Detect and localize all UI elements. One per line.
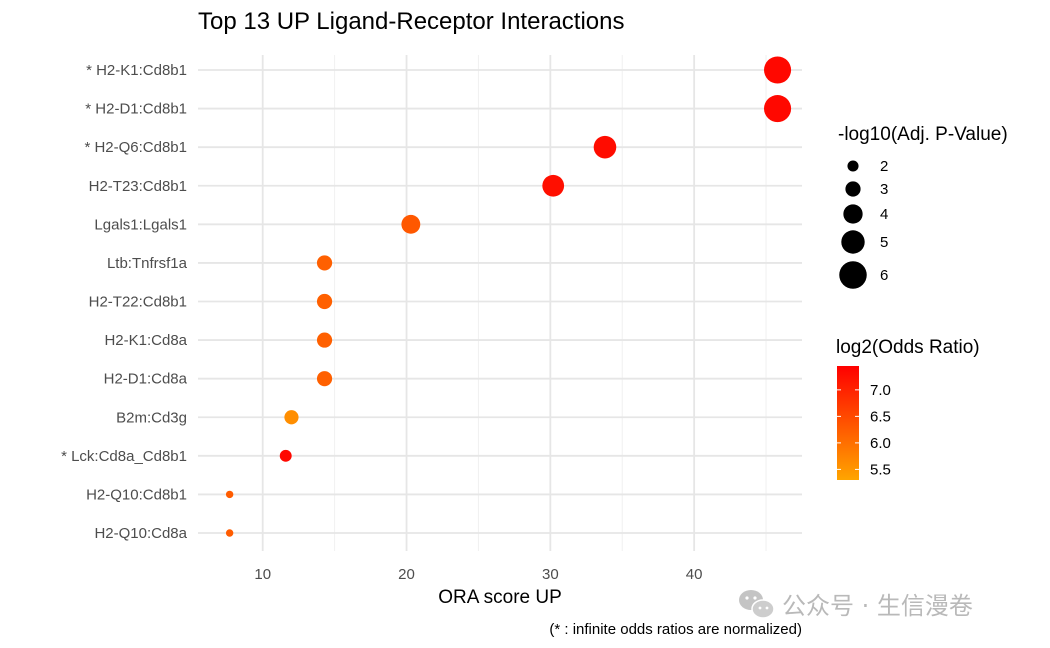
color-legend-title: log2(Odds Ratio) — [836, 337, 980, 358]
data-point — [764, 56, 792, 84]
y-tick-label: H2-T23:Cd8b1 — [89, 178, 187, 195]
size-legend-title: -log10(Adj. P-Value) — [838, 124, 1008, 145]
data-point — [316, 371, 333, 387]
data-point — [593, 135, 617, 159]
color-legend-label: 6.5 — [870, 408, 891, 425]
data-point — [316, 332, 333, 348]
color-legend-label: 7.0 — [870, 382, 891, 399]
wechat-icon — [739, 590, 775, 619]
chart-title: Top 13 UP Ligand-Receptor Interactions — [198, 8, 624, 35]
size-legend: -log10(Adj. P-Value) 2 3 4 5 6 — [838, 124, 1008, 289]
y-tick-label: H2-Q10:Cd8b1 — [86, 486, 187, 503]
data-point — [284, 410, 299, 425]
data-point — [225, 490, 234, 499]
data-point — [764, 95, 792, 123]
size-legend-label: 3 — [880, 181, 888, 198]
data-point — [316, 255, 333, 271]
size-legend-key — [839, 261, 867, 289]
size-legend-label: 2 — [880, 158, 888, 175]
watermark: 公众号 · 生信漫卷 — [739, 590, 973, 620]
y-tick-label: H2-Q10:Cd8a — [94, 525, 187, 542]
y-tick-label: H2-T22:Cd8b1 — [89, 294, 187, 311]
y-tick-label: * H2-Q6:Cd8b1 — [84, 139, 187, 156]
color-legend-label: 6.0 — [870, 435, 891, 452]
y-tick-label: Ltb:Tnfrsf1a — [107, 255, 188, 272]
size-legend-label: 5 — [880, 234, 888, 251]
data-point — [225, 529, 234, 537]
size-legend-label: 4 — [880, 206, 888, 223]
data-point — [401, 214, 421, 234]
data-point — [316, 293, 333, 310]
watermark-text: 公众号 · 生信漫卷 — [782, 592, 973, 620]
plot-panel: 10 20 30 40 * H2-K1:Cd8b1 * H2-D1:Cd8b1 * H2-Q… — [61, 55, 802, 583]
size-legend-key — [847, 160, 859, 172]
color-legend-label: 5.5 — [870, 461, 891, 478]
y-tick-label: * H2-K1:Cd8b1 — [86, 62, 187, 79]
y-tick-label: H2-K1:Cd8a — [104, 332, 187, 349]
y-tick-label: Lgals1:Lgals1 — [94, 216, 187, 233]
y-tick-label: H2-D1:Cd8a — [104, 371, 188, 388]
x-tick-label: 40 — [686, 566, 703, 583]
y-tick-label: * Lck:Cd8a_Cd8b1 — [61, 448, 187, 465]
y-tick-label: * H2-D1:Cd8b1 — [85, 101, 187, 118]
data-point — [542, 174, 565, 197]
x-tick-label: 20 — [398, 566, 415, 583]
x-tick-label: 30 — [542, 566, 559, 583]
color-legend: log2(Odds Ratio) 7.0 6.5 6.0 5.5 — [836, 337, 980, 480]
size-legend-key — [845, 181, 861, 197]
x-tick-label: 10 — [254, 566, 271, 583]
x-axis-title: ORA score UP — [438, 587, 562, 608]
chart-caption: (* : infinite odds ratios are normalized… — [549, 621, 802, 638]
size-legend-key — [843, 204, 863, 224]
size-legend-key — [841, 230, 865, 254]
y-tick-label: B2m:Cd3g — [116, 409, 187, 426]
data-point — [279, 449, 292, 462]
color-legend-bar — [837, 366, 859, 480]
size-legend-label: 6 — [880, 267, 888, 284]
